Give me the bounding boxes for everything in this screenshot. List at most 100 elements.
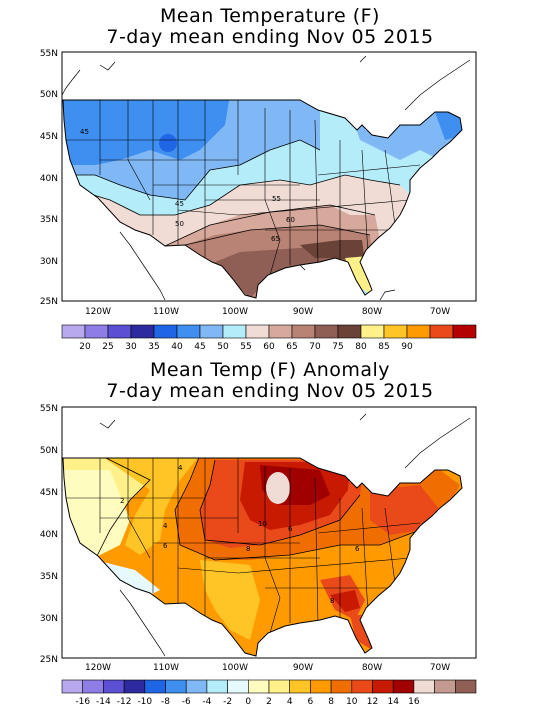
contour-label: 10 bbox=[258, 520, 267, 528]
colorbar-tick-label: 45 bbox=[194, 342, 205, 352]
contour-label: 45 bbox=[80, 128, 89, 136]
bottom-title-line2: 7-day mean ending Nov 05 2015 bbox=[106, 380, 434, 402]
state-boundaries bbox=[63, 458, 421, 634]
colorbar-tick-label: 14 bbox=[387, 697, 399, 707]
colorbar-tick-label: 85 bbox=[378, 342, 389, 352]
contour-label: 60 bbox=[286, 216, 295, 224]
colorbar-swatch bbox=[452, 324, 477, 339]
colorbar-tick-label: 6 bbox=[308, 697, 314, 707]
coastlines bbox=[99, 413, 471, 657]
lon-label: 70W bbox=[430, 307, 450, 317]
lon-label: 110W bbox=[153, 307, 179, 317]
colorbar-tick-label: 2 bbox=[266, 697, 272, 707]
colorbar-swatch bbox=[165, 679, 187, 694]
lon-label: 90W bbox=[293, 663, 313, 673]
colorbar-tick-label: -10 bbox=[137, 697, 152, 707]
mean-temperature-map: 55N 50N 45N 40N 35N 30N 25N 120W 110W 10… bbox=[40, 49, 477, 352]
coastlines bbox=[61, 55, 471, 301]
lat-label: 50N bbox=[40, 90, 58, 100]
bottom-colorbar bbox=[61, 679, 477, 694]
lon-label: 70W bbox=[430, 663, 450, 673]
colorbar-swatch bbox=[454, 679, 477, 694]
contour-label: 2 bbox=[120, 497, 124, 505]
lat-label: 35N bbox=[40, 572, 58, 582]
colorbar-swatch bbox=[434, 679, 456, 694]
lon-label: 100W bbox=[222, 307, 248, 317]
colorbar-tick-label: -16 bbox=[75, 697, 90, 707]
lon-label: 120W bbox=[85, 307, 111, 317]
lat-label: 25N bbox=[40, 655, 58, 665]
colorbar-tick-label: 90 bbox=[401, 342, 413, 352]
colorbar-swatch bbox=[227, 679, 249, 694]
top-title-line1: Mean Temperature (F) bbox=[160, 5, 380, 27]
colorbar-swatch bbox=[392, 679, 415, 694]
colorbar-swatch bbox=[185, 679, 208, 694]
lat-label: 40N bbox=[40, 174, 58, 184]
lon-label: 100W bbox=[222, 663, 248, 673]
colorbar-swatch bbox=[268, 679, 291, 694]
colorbar-tick-label: 65 bbox=[286, 342, 297, 352]
top-colorbar-labels: 20 25 30 35 40 45 50 55 60 65 70 75 80 85 90 bbox=[79, 342, 413, 352]
colorbar-tick-label: 0 bbox=[245, 697, 251, 707]
colorbar-tick-label: 40 bbox=[171, 342, 183, 352]
colorbar-swatch bbox=[330, 679, 353, 694]
lat-label: 45N bbox=[40, 488, 58, 498]
lat-label: 45N bbox=[40, 132, 58, 142]
colorbar-swatch bbox=[144, 679, 166, 694]
colorbar-swatch bbox=[123, 679, 146, 694]
top-colorbar bbox=[61, 324, 477, 339]
colorbar-swatch bbox=[82, 679, 104, 694]
colorbar-tick-label: -6 bbox=[182, 697, 191, 707]
colorbar-swatch bbox=[103, 679, 125, 694]
colorbar-swatch bbox=[310, 679, 332, 694]
lon-label: 120W bbox=[85, 663, 111, 673]
us-outline bbox=[62, 99, 463, 299]
colorbar-tick-label: 16 bbox=[408, 697, 420, 707]
colorbar-tick-label: 25 bbox=[102, 342, 113, 352]
lat-label: 55N bbox=[40, 404, 58, 414]
contour-label: 8 bbox=[330, 597, 334, 605]
colorbar-tick-label: 60 bbox=[263, 342, 275, 352]
lon-label: 90W bbox=[293, 307, 313, 317]
colorbar-tick-label: 10 bbox=[346, 697, 358, 707]
colorbar-swatch bbox=[61, 679, 84, 694]
contour-label: 6 bbox=[355, 545, 360, 553]
colorbar-swatch bbox=[351, 679, 373, 694]
bottom-colorbar-labels: -16 -14 -12 -10 -8 -6 -4 -2 0 2 4 6 8 10 12 14 16 bbox=[75, 697, 420, 707]
top-title-line2: 7-day mean ending Nov 05 2015 bbox=[106, 26, 434, 48]
colorbar-tick-label: 8 bbox=[328, 697, 334, 707]
lat-label: 50N bbox=[40, 446, 58, 456]
colorbar-tick-label: 50 bbox=[217, 342, 229, 352]
colorbar-tick-label: 4 bbox=[287, 697, 293, 707]
colorbar-swatch bbox=[413, 679, 435, 694]
colorbar-swatch bbox=[289, 679, 311, 694]
lon-label: 110W bbox=[153, 663, 179, 673]
colorbar-tick-label: 55 bbox=[240, 342, 251, 352]
colorbar-tick-label: 12 bbox=[367, 697, 378, 707]
colorbar-tick-label: 75 bbox=[332, 342, 343, 352]
contour-label: 4 bbox=[178, 464, 183, 472]
lat-label: 25N bbox=[40, 297, 58, 307]
colorbar-swatch bbox=[206, 679, 228, 694]
colorbar-swatch bbox=[248, 679, 270, 694]
lat-label: 35N bbox=[40, 215, 58, 225]
lat-label: 30N bbox=[40, 614, 58, 624]
bottom-title-line1: Mean Temp (F) Anomaly bbox=[149, 359, 391, 381]
colorbar-tick-label: -14 bbox=[96, 697, 111, 707]
colorbar-tick-label: 30 bbox=[125, 342, 137, 352]
lat-label: 40N bbox=[40, 530, 58, 540]
lon-label: 80W bbox=[362, 307, 382, 317]
contour-label: 8 bbox=[246, 545, 250, 553]
colorbar-tick-label: -2 bbox=[223, 697, 232, 707]
colorbar-tick-label: 80 bbox=[355, 342, 367, 352]
contour-lines bbox=[94, 458, 441, 561]
anomaly-field bbox=[63, 458, 462, 656]
lat-label: 30N bbox=[40, 257, 58, 267]
contour-label: 65 bbox=[271, 235, 280, 243]
lon-label: 80W bbox=[362, 663, 382, 673]
colorbar-tick-label: -12 bbox=[117, 697, 132, 707]
contour-label: 4 bbox=[163, 522, 168, 530]
contour-label: 45 bbox=[175, 200, 184, 208]
us-outline bbox=[62, 457, 463, 657]
